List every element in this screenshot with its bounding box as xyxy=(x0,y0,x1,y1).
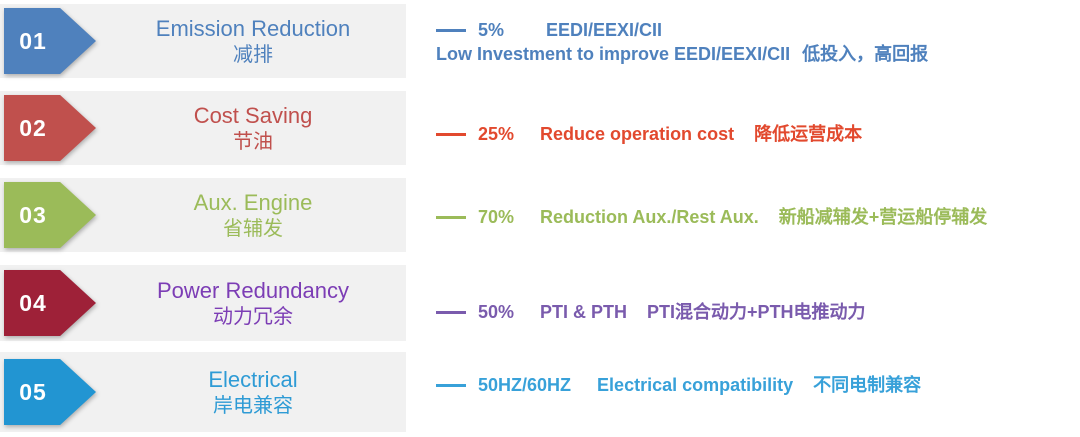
row-title-zh: 岸电兼容 xyxy=(213,394,293,417)
list-item: 04 Power Redundancy 动力冗余 50% PTI & PTH P… xyxy=(0,265,1080,341)
row-strip: 01 Emission Reduction 减排 xyxy=(0,4,406,78)
step-number: 01 xyxy=(19,27,47,54)
row-strip: 03 Aux. Engine 省辅发 xyxy=(0,178,406,252)
metric-label-zh: 新船减辅发+营运船停辅发 xyxy=(778,207,988,227)
metric-label: Reduce operation cost xyxy=(540,124,735,144)
list-item: 01 Emission Reduction 减排 5% EEDI/EEXI/CI… xyxy=(0,4,1080,78)
detail-line: 70% Reduction Aux./Rest Aux. 新船减辅发+营运船停辅… xyxy=(436,206,987,228)
step-number: 02 xyxy=(19,114,47,141)
legend-line-icon xyxy=(436,383,466,387)
detail-text-en: Low Investment to improve EEDI/EEXI/CII xyxy=(436,44,791,64)
step-number: 03 xyxy=(19,201,47,228)
metric-label: EEDI/EEXI/CII xyxy=(546,20,663,40)
arrow-shape: 05 xyxy=(4,359,96,425)
arrow-shape: 04 xyxy=(4,270,96,336)
arrow-shape: 01 xyxy=(4,8,96,74)
metric-label-zh: 降低运营成本 xyxy=(754,124,863,144)
row-title-zh: 减排 xyxy=(233,43,273,66)
list-item: 03 Aux. Engine 省辅发 70% Reduction Aux./Re… xyxy=(0,178,1080,252)
row-title-en: Aux. Engine xyxy=(193,189,313,215)
row-detail: 5% EEDI/EEXI/CII Low Investment to impro… xyxy=(436,19,928,65)
row-detail: 70% Reduction Aux./Rest Aux. 新船减辅发+营运船停辅… xyxy=(436,206,987,228)
row-titles: Cost Saving 节油 xyxy=(100,91,406,165)
row-title-en: Emission Reduction xyxy=(155,15,351,41)
detail-line-2: Low Investment to improve EEDI/EEXI/CII 低… xyxy=(436,43,928,65)
row-title-en: Power Redundancy xyxy=(156,277,349,303)
metric-value: 50HZ/60HZ xyxy=(478,375,572,395)
row-title-zh: 节油 xyxy=(233,130,273,153)
row-strip: 05 Electrical 岸电兼容 xyxy=(0,352,406,432)
arrow-shape: 02 xyxy=(4,95,96,161)
row-strip: 02 Cost Saving 节油 xyxy=(0,91,406,165)
metric-value: 25% xyxy=(478,124,515,144)
legend-line-icon xyxy=(436,215,466,219)
legend-line-icon xyxy=(436,28,466,32)
metric-label: Reduction Aux./Rest Aux. xyxy=(540,207,759,227)
step-arrow-badge: 05 xyxy=(4,359,96,425)
row-titles: Power Redundancy 动力冗余 xyxy=(100,265,406,341)
row-detail: 50HZ/60HZ Electrical compatibility 不同电制兼… xyxy=(436,374,921,396)
row-title-en: Electrical xyxy=(208,366,298,392)
row-detail: 50% PTI & PTH PTI混合动力+PTH电推动力 xyxy=(436,301,866,323)
detail-text-zh: 低投入，高回报 xyxy=(802,44,929,64)
metric-label-zh: 不同电制兼容 xyxy=(813,375,922,395)
list-item: 02 Cost Saving 节油 25% Reduce operation c… xyxy=(0,91,1080,165)
step-number: 04 xyxy=(19,289,47,316)
metric-value: 50% xyxy=(478,302,515,322)
step-arrow-badge: 04 xyxy=(4,270,96,336)
metric-label: PTI & PTH xyxy=(540,302,628,322)
row-detail: 25% Reduce operation cost 降低运营成本 xyxy=(436,123,862,145)
legend-line-icon xyxy=(436,310,466,314)
legend-line-icon xyxy=(436,132,466,136)
detail-line: 50HZ/60HZ Electrical compatibility 不同电制兼… xyxy=(436,374,921,396)
step-arrow-badge: 03 xyxy=(4,182,96,248)
step-arrow-badge: 01 xyxy=(4,8,96,74)
detail-line: 25% Reduce operation cost 降低运营成本 xyxy=(436,123,862,145)
metric-label-zh: PTI混合动力+PTH电推动力 xyxy=(647,302,866,322)
row-strip: 04 Power Redundancy 动力冗余 xyxy=(0,265,406,341)
row-title-zh: 省辅发 xyxy=(223,217,283,240)
list-item: 05 Electrical 岸电兼容 50HZ/60HZ Electrical … xyxy=(0,352,1080,432)
detail-line: 50% PTI & PTH PTI混合动力+PTH电推动力 xyxy=(436,301,866,323)
metric-value: 70% xyxy=(478,207,515,227)
metric-value: 5% xyxy=(478,20,505,40)
step-arrow-badge: 02 xyxy=(4,95,96,161)
step-number: 05 xyxy=(19,378,47,405)
arrow-shape: 03 xyxy=(4,182,96,248)
row-titles: Aux. Engine 省辅发 xyxy=(100,178,406,252)
row-title-en: Cost Saving xyxy=(193,102,313,128)
row-titles: Emission Reduction 减排 xyxy=(100,4,406,78)
row-title-zh: 动力冗余 xyxy=(213,305,293,328)
detail-line: 5% EEDI/EEXI/CII xyxy=(436,19,928,41)
metric-label: Electrical compatibility xyxy=(597,375,794,395)
row-titles: Electrical 岸电兼容 xyxy=(100,352,406,432)
